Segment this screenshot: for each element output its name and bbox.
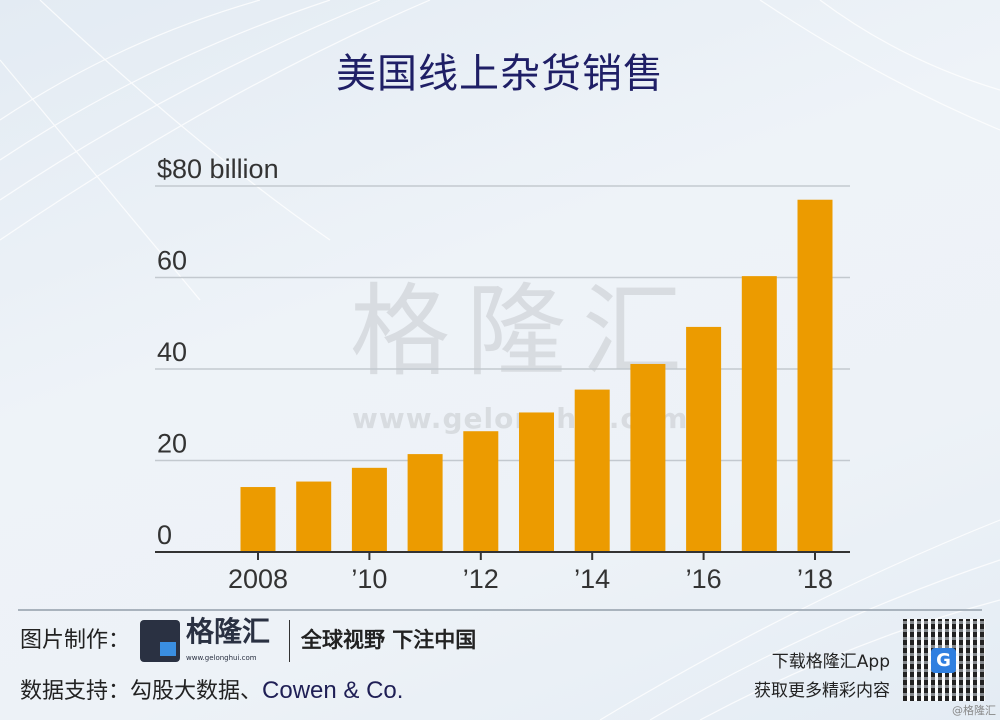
bar-2008 <box>240 487 276 552</box>
bar-2018 <box>797 199 833 552</box>
x-tick-label: 2008 <box>228 564 288 594</box>
x-tick-label: ’18 <box>797 564 833 594</box>
y-tick-label: $80 billion <box>157 154 279 184</box>
slogan: 全球视野 下注中国 <box>301 628 477 652</box>
bar-2013 <box>519 412 554 552</box>
watermark-logo: 格隆汇 <box>350 273 698 390</box>
y-tick-label: 20 <box>157 429 187 459</box>
footer-divider <box>18 609 982 611</box>
source-cn: 勾股大数据、 <box>130 679 263 704</box>
x-tick-label: ’12 <box>463 564 499 594</box>
bar-2016 <box>686 326 722 552</box>
qr-badge-icon: G <box>931 648 956 673</box>
bar-2012 <box>463 431 499 552</box>
bar-chart: 0 20 40 60 $80 billion 2008 ’10 ’12 ’14 ’16 ’18 <box>155 154 850 594</box>
x-tick-label: ’16 <box>686 564 722 594</box>
more-content-text: 获取更多精彩内容 <box>754 681 890 701</box>
chart-title: 美国线上杂货销售 <box>336 51 664 97</box>
bar-2010 <box>351 467 387 552</box>
bar-2017 <box>741 276 777 552</box>
bar-2014 <box>574 389 610 552</box>
gelonghui-logo-icon <box>140 620 180 662</box>
logo-divider <box>289 620 290 662</box>
download-app-text: 下载格隆汇App <box>771 652 890 672</box>
y-tick-label: 60 <box>157 246 187 276</box>
data-source: 数据支持：勾股大数据、Cowen & Co. <box>20 677 403 706</box>
bar-2009 <box>296 481 332 552</box>
logo-text: 格隆汇 <box>186 615 271 648</box>
credit-label: 图片制作： <box>20 628 131 653</box>
x-tick-label: ’10 <box>351 564 387 594</box>
y-tick-label: 40 <box>157 337 187 367</box>
watermark-stamp: @格隆汇 <box>952 704 996 717</box>
logo-url: www.gelonghui.com <box>186 654 257 662</box>
source-label: 数据支持： <box>20 679 131 704</box>
y-tick-label: 0 <box>157 520 172 550</box>
x-tick-label: ’14 <box>574 564 610 594</box>
source-en: Cowen & Co. <box>262 677 404 704</box>
bar-2015 <box>630 363 666 552</box>
bar-2011 <box>407 454 443 552</box>
